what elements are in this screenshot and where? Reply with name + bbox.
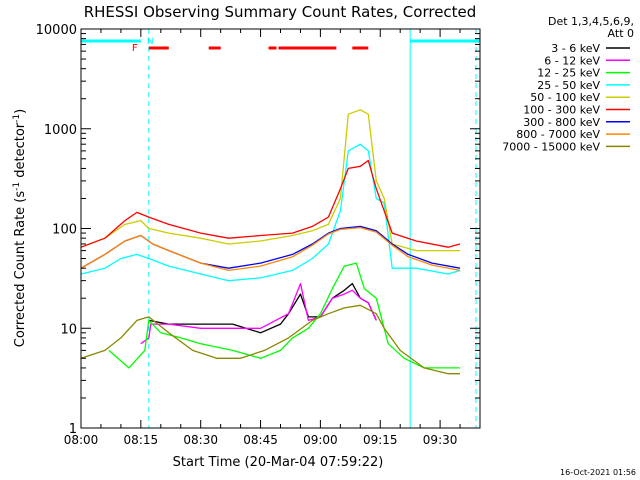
series-line-6-12-kev: [140, 282, 377, 345]
x-tick-label: 09:30: [423, 433, 458, 447]
series-line-100-300-kev: [80, 159, 461, 248]
y-axis-label-exponent-2: -1: [12, 114, 22, 123]
y-axis-ticks: 1 10 100 1000 10000: [36, 23, 480, 437]
x-tick-label: 08:45: [243, 433, 278, 447]
x-axis-label: Start Time (20-Mar-04 07:59:22): [173, 455, 384, 470]
legend-label: 100 - 300 keV: [523, 104, 600, 117]
x-tick-label: 09:15: [363, 433, 398, 447]
plot-area: FN: [80, 29, 480, 428]
legend-label: 800 - 7000 keV: [516, 128, 600, 141]
y-axis-label: Corrected Count Rate (s-1 detector-1): [12, 109, 28, 347]
x-tick-label: 08:30: [183, 433, 218, 447]
legend-header-line-1: Det 1,3,4,5,6,9,: [548, 15, 634, 28]
axes-frame: [80, 28, 481, 429]
x-tick-label: 08:00: [64, 433, 99, 447]
legend-label: 50 - 100 keV: [530, 91, 600, 104]
x-tick-label: 09:00: [303, 433, 338, 447]
annotation-flare-marker: F: [132, 43, 138, 54]
series-line-3-6-kev: [148, 282, 377, 334]
legend-label: 6 - 12 keV: [544, 54, 600, 67]
y-tick-label: 1: [69, 422, 77, 437]
y-axis-label-middle: detector: [13, 122, 28, 182]
y-axis-label-close: ): [13, 109, 28, 114]
series-line-7000-15000-kev: [80, 304, 460, 375]
y-axis-label-main: Corrected Count Rate (s: [13, 191, 28, 348]
legend-label: 7000 - 15000 keV: [502, 140, 600, 153]
date-stamp: 16-Oct-2021 01:56: [560, 468, 636, 477]
legend-label: 25 - 50 keV: [537, 79, 600, 92]
y-axis-label-exponent: -1: [12, 182, 22, 191]
legend-label: 12 - 25 keV: [537, 67, 600, 80]
series-line-25-50-kev: [80, 143, 461, 282]
series-line-50-100-kev: [80, 109, 460, 252]
x-tick-label: 08:15: [124, 433, 159, 447]
y-tick-label: 1000: [44, 123, 77, 138]
legend-header-line-2: Att 0: [608, 27, 634, 40]
y-tick-label: 100: [52, 223, 77, 238]
plot-frame: [80, 28, 481, 429]
y-tick-label: 10000: [36, 23, 77, 38]
legend-label: 3 - 6 keV: [551, 42, 600, 55]
chart-title: RHESSI Observing Summary Count Rates, Co…: [84, 3, 477, 21]
series-line-800-7000-kev: [80, 226, 461, 272]
series-line-12-25-kev: [108, 262, 460, 369]
annotation-night-marker: N: [147, 37, 154, 47]
x-axis-ticks: 08:00 08:15 08:30 08:45 09:00 09:15 09:30: [64, 29, 481, 447]
legend-label: 300 - 800 keV: [523, 116, 600, 129]
y-tick-label: 10: [60, 322, 77, 337]
